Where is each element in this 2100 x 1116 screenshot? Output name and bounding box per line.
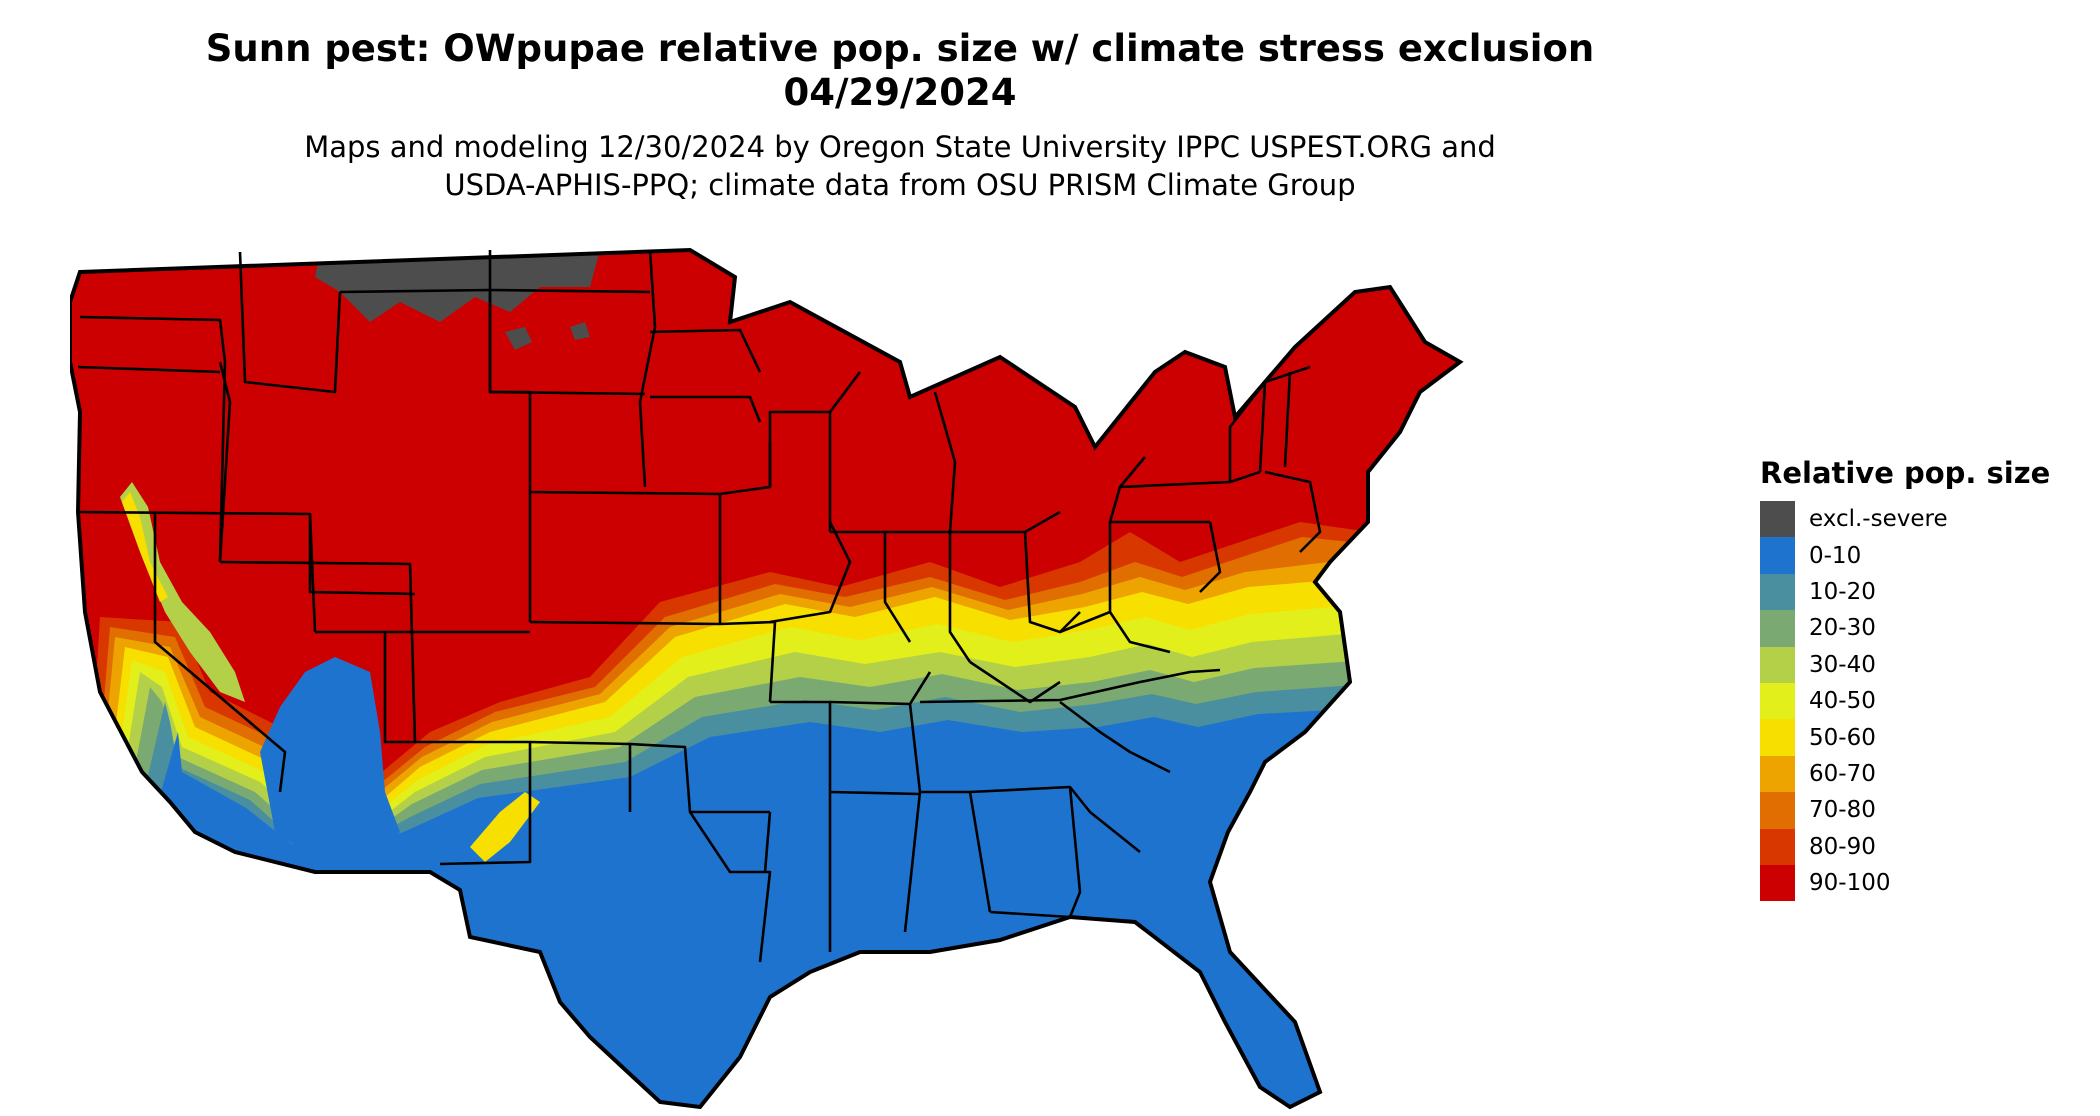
zone-excluded-montana-2 <box>505 327 532 350</box>
legend-label: 30-40 <box>1809 651 1876 678</box>
legend-title: Relative pop. size <box>1760 456 2051 490</box>
map-date: 04/29/2024 <box>783 71 1017 114</box>
legend-item: 60-70 <box>1760 755 2080 793</box>
legend-label: excl.-severe <box>1809 506 1948 533</box>
legend-item: 20-30 <box>1760 610 2080 647</box>
legend-label: 0-10 <box>1809 542 1862 569</box>
legend-swatch <box>1760 501 1795 538</box>
legend-swatch <box>1760 719 1795 756</box>
map-title: Sunn pest: OWpupae relative pop. size w/… <box>205 27 1595 70</box>
zone-50-60-newmexico <box>470 792 540 862</box>
legend-item: 40-50 <box>1760 682 2080 720</box>
legend-label: 50-60 <box>1809 724 1876 751</box>
zone-50-60-california <box>122 492 168 602</box>
legend-label: 80-90 <box>1809 833 1876 860</box>
legend-swatch <box>1760 610 1795 647</box>
zone-0-10-southwest <box>260 657 400 862</box>
legend-item: 30-40 <box>1760 646 2080 683</box>
legend-label: 70-80 <box>1809 797 1876 824</box>
legend-item: 80-90 <box>1760 828 2080 865</box>
map-legend: Relative pop. size excl.-severe 0-10 10-20… <box>1760 455 2080 902</box>
legend-swatch <box>1760 864 1795 902</box>
legend-label: 10-20 <box>1809 578 1876 605</box>
legend-item: 70-80 <box>1760 792 2080 829</box>
state-boundaries <box>77 249 1322 963</box>
legend-item: excl.-severe <box>1760 501 2080 538</box>
legend-label: 90-100 <box>1809 870 1891 897</box>
legend-items: excl.-severe 0-10 10-20 20-30 30-40 40-50 50-6… <box>1760 501 2080 902</box>
us-relative-population-map <box>70 248 1462 1109</box>
legend-swatch <box>1760 646 1795 683</box>
legend-label: 40-50 <box>1809 688 1876 715</box>
legend-swatch <box>1760 537 1795 574</box>
legend-item: 90-100 <box>1760 864 2080 902</box>
map-credit-line-2: USDA-APHIS-PPQ; climate data from OSU PR… <box>444 168 1356 202</box>
legend-swatch <box>1760 792 1795 829</box>
legend-swatch <box>1760 682 1795 720</box>
legend-item: 0-10 <box>1760 537 2080 574</box>
legend-label: 60-70 <box>1809 760 1876 787</box>
zone-excluded-montana <box>315 250 600 322</box>
legend-item: 50-60 <box>1760 719 2080 756</box>
zone-excluded-montana-3 <box>570 322 590 340</box>
legend-label: 20-30 <box>1809 615 1876 642</box>
legend-swatch <box>1760 755 1795 793</box>
map-credit-line-1: Maps and modeling 12/30/2024 by Oregon S… <box>304 130 1496 164</box>
legend-swatch <box>1760 828 1795 865</box>
legend-swatch <box>1760 573 1795 611</box>
legend-item: 10-20 <box>1760 573 2080 611</box>
zone-30-40-california <box>120 482 245 702</box>
